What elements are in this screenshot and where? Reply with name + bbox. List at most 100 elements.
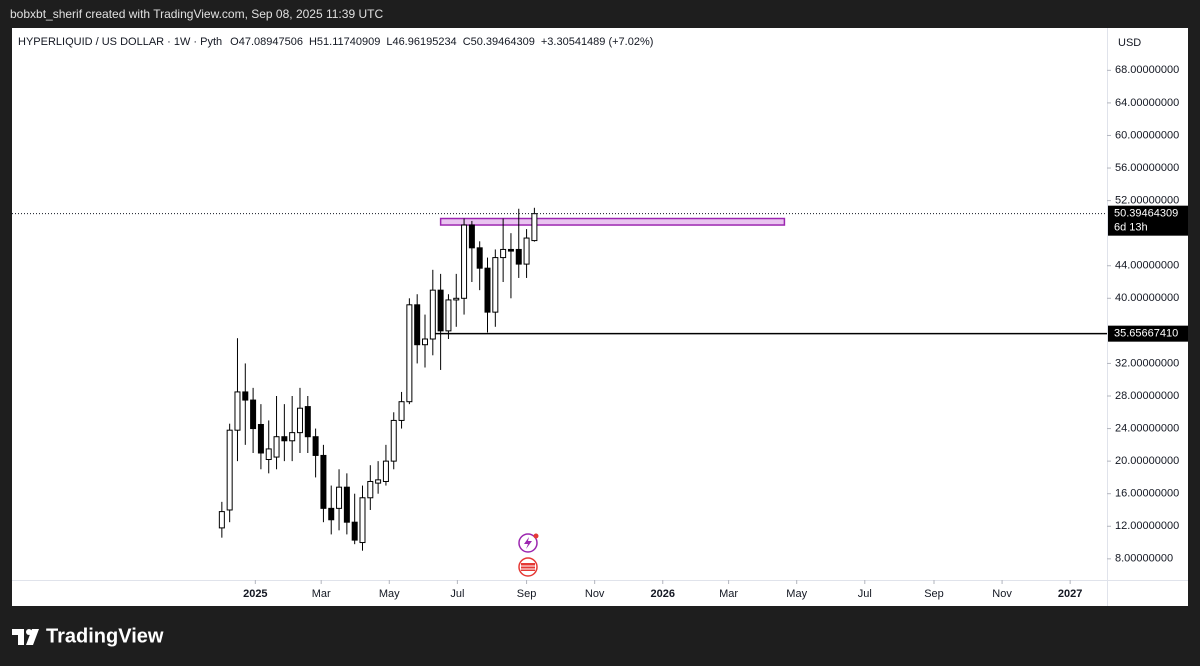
- level-label: 35.65667410: [1114, 328, 1178, 340]
- x-tick-label: May: [786, 588, 807, 600]
- y-tick-label: 28.00000000: [1115, 390, 1179, 402]
- candle-body: [453, 297, 460, 301]
- x-tick-label: Sep: [924, 588, 944, 600]
- candle-body: [234, 391, 241, 431]
- candle-body: [515, 248, 522, 265]
- y-tick-label: 40.00000000: [1115, 292, 1179, 304]
- candle-body: [421, 338, 428, 346]
- candle: [406, 298, 413, 405]
- candle: [398, 391, 405, 429]
- candle-body: [265, 448, 272, 461]
- currency-label: USD: [1118, 37, 1141, 49]
- candle-body: [398, 401, 405, 421]
- candle: [312, 428, 319, 478]
- candle: [476, 241, 483, 291]
- candle-body: [273, 436, 280, 458]
- candle-body: [304, 406, 311, 438]
- candle-body: [296, 407, 303, 434]
- y-tick-label: 32.00000000: [1115, 357, 1179, 369]
- legend-value: C50.39464309: [463, 36, 535, 48]
- candle: [500, 218, 507, 283]
- candle-body: [523, 237, 530, 265]
- candle: [273, 396, 280, 470]
- x-tick-label: Sep: [517, 588, 537, 600]
- candle: [507, 233, 514, 299]
- y-tick-label: 24.00000000: [1115, 422, 1179, 434]
- candle-body: [320, 454, 327, 509]
- candle: [515, 208, 522, 278]
- candle: [421, 314, 428, 368]
- candle: [523, 229, 530, 278]
- candle-body: [289, 432, 296, 442]
- y-tick-label: 20.00000000: [1115, 455, 1179, 467]
- event-icon-glyph: [524, 537, 532, 549]
- candle: [367, 465, 374, 510]
- brand-logo: [12, 629, 39, 645]
- econ-flag: [521, 563, 535, 571]
- candle-body: [414, 304, 421, 346]
- candle: [359, 485, 366, 551]
- x-tick-label: Jul: [450, 588, 464, 600]
- y-tick-label: 52.00000000: [1115, 195, 1179, 207]
- candle: [375, 461, 382, 494]
- candle: [226, 423, 233, 523]
- candle-body: [375, 479, 382, 484]
- candle: [289, 396, 296, 462]
- last-price-label: 50.39464309: [1114, 208, 1178, 220]
- x-tick-label: Mar: [719, 588, 738, 600]
- candle-body: [445, 299, 452, 332]
- candle: [304, 396, 311, 453]
- candle: [328, 485, 335, 535]
- legend-value: H51.11740909: [309, 36, 380, 48]
- candle: [484, 257, 491, 333]
- y-tick-label: 8.00000000: [1115, 553, 1173, 565]
- candle: [257, 404, 264, 470]
- symbol-title: HYPERLIQUID / US DOLLAR · 1W · Pyth: [18, 36, 222, 48]
- candle: [453, 273, 460, 327]
- brand-name: TradingView: [46, 625, 164, 647]
- candle-body: [351, 521, 358, 541]
- candle-body: [336, 486, 343, 509]
- chart-panel: [12, 28, 1188, 606]
- candle-body: [257, 423, 264, 454]
- candle: [336, 469, 343, 531]
- candle-body: [437, 289, 444, 332]
- y-tick-label: 12.00000000: [1115, 520, 1179, 532]
- candle-body: [492, 257, 499, 313]
- legend-value: L46.96195234: [386, 36, 456, 48]
- countdown-label: 6d 13h: [1114, 222, 1148, 234]
- x-tick-label: Mar: [312, 588, 331, 600]
- candle-body: [500, 248, 507, 259]
- x-tick-label: 2027: [1058, 588, 1082, 600]
- x-tick-label: 2025: [243, 588, 267, 600]
- candle: [234, 338, 241, 462]
- candle: [351, 493, 358, 545]
- y-tick-label: 56.00000000: [1115, 162, 1179, 174]
- legend-value: +3.30541489 (+7.02%): [541, 36, 654, 48]
- x-tick-label: Jul: [858, 588, 872, 600]
- x-tick-label: May: [379, 588, 400, 600]
- candle: [296, 387, 303, 453]
- candle-body: [531, 213, 538, 242]
- x-tick-label: 2026: [651, 588, 675, 600]
- candle-body: [328, 507, 335, 521]
- y-tick-label: 44.00000000: [1115, 260, 1179, 272]
- candle-body: [250, 399, 257, 430]
- event-dot: [533, 533, 539, 539]
- candle: [445, 294, 452, 340]
- candle-body: [281, 436, 288, 442]
- candle: [265, 420, 272, 474]
- x-tick-label: Nov: [992, 588, 1012, 600]
- candle-body: [382, 460, 389, 482]
- y-tick-label: 60.00000000: [1115, 129, 1179, 141]
- candle-body: [312, 436, 319, 456]
- x-tick-label: Nov: [585, 588, 605, 600]
- candle: [250, 387, 257, 453]
- brand: TradingView: [12, 625, 164, 647]
- resistance-zone: [439, 217, 786, 226]
- candle-body: [343, 486, 350, 523]
- candle: [461, 218, 468, 315]
- candle-body: [226, 429, 233, 511]
- candle: [343, 473, 350, 535]
